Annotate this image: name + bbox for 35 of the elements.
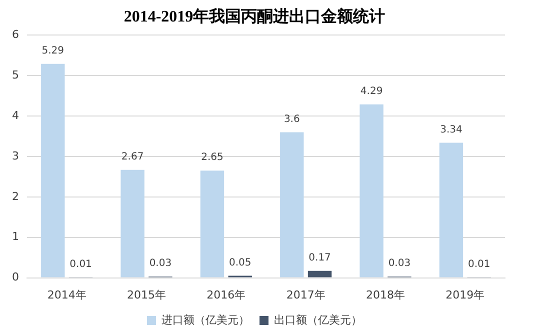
bar xyxy=(439,142,464,278)
bar xyxy=(200,170,224,278)
x-tick-label: 2015年 xyxy=(127,288,166,302)
x-tick-label: 2016年 xyxy=(206,288,246,302)
data-label: 0.03 xyxy=(149,258,172,270)
x-tick-label: 2014年 xyxy=(47,288,86,302)
chart-title: 2014-2019年我国丙酮进出口金额统计 xyxy=(124,8,386,26)
x-tick-label: 2018年 xyxy=(366,288,405,302)
data-label: 0.01 xyxy=(70,258,92,270)
y-tick-label: 1 xyxy=(12,230,19,244)
y-tick-label: 4 xyxy=(12,108,19,122)
data-label: 2.65 xyxy=(201,152,224,164)
x-tick-label: 2019年 xyxy=(446,288,485,302)
bar xyxy=(41,64,65,278)
data-label: 3.34 xyxy=(440,124,462,136)
data-label: 5.29 xyxy=(42,46,64,56)
data-label: 0.05 xyxy=(228,257,252,268)
legend-label: 出口额（亿美元） xyxy=(274,313,362,326)
data-label: 0.17 xyxy=(308,252,331,264)
y-tick-label: 6 xyxy=(12,28,19,42)
data-label: 3.6 xyxy=(284,114,300,125)
bar xyxy=(120,170,144,278)
data-label: 0.01 xyxy=(468,258,490,270)
data-label: 4.29 xyxy=(360,86,383,97)
y-tick-label: 5 xyxy=(12,68,19,82)
x-tick-label: 2017年 xyxy=(286,288,326,302)
y-tick-label: 2 xyxy=(12,190,19,203)
bar xyxy=(308,270,332,278)
y-tick-label: 3 xyxy=(12,149,19,162)
y-tick-label: 0 xyxy=(12,270,19,284)
bar xyxy=(360,104,384,278)
data-label: 0.03 xyxy=(388,258,411,270)
legend-label: 进口额（亿美元） xyxy=(162,313,250,326)
data-label: 2.67 xyxy=(121,151,144,162)
bar xyxy=(280,132,304,278)
